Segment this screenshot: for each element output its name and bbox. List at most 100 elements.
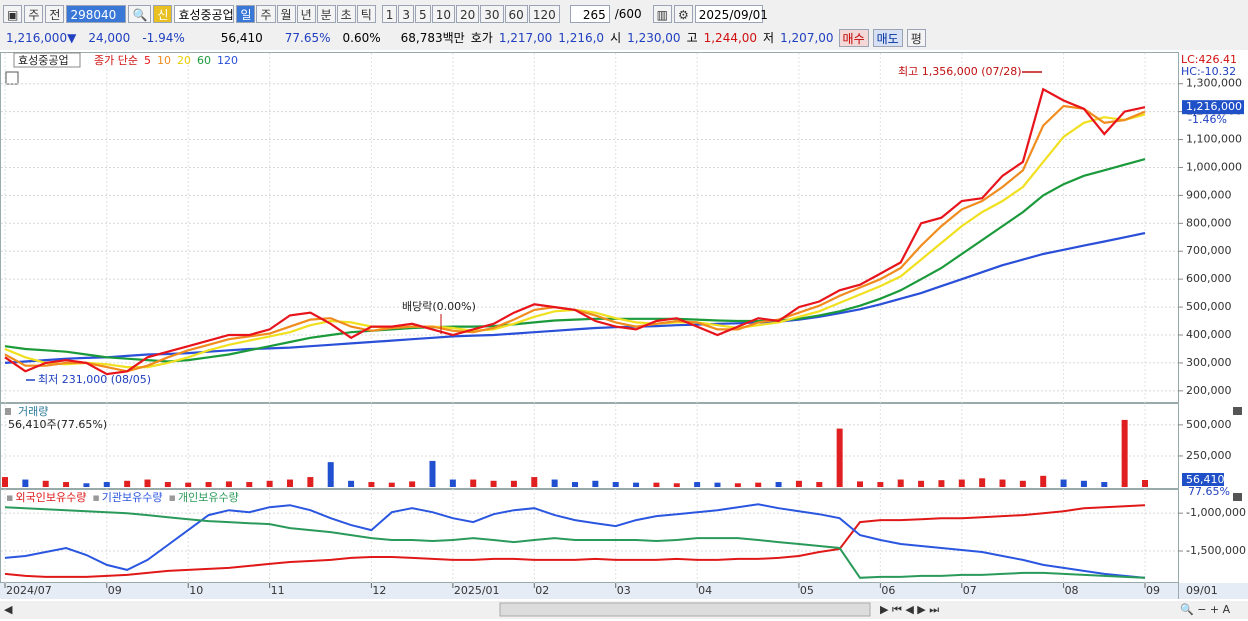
indicator: LC:426.41 bbox=[1181, 53, 1237, 66]
interval-button[interactable]: 1 bbox=[381, 5, 398, 23]
volume-bar bbox=[816, 482, 823, 487]
legend-entry: 5 bbox=[144, 54, 151, 67]
volume-bar bbox=[246, 482, 253, 487]
legend-entry: 외국인보유수량 bbox=[15, 491, 86, 504]
volume-bar bbox=[368, 482, 375, 487]
cursor-date: 09/01 bbox=[1186, 584, 1218, 597]
info-bar: 1,216,000▼ 24,000 -1.94% 56,410 77.65% 0… bbox=[0, 27, 926, 49]
buy-button[interactable]: 매수 bbox=[838, 29, 869, 47]
volume-bar bbox=[205, 482, 212, 487]
legend-box bbox=[13, 52, 81, 68]
volume-bar bbox=[2, 477, 8, 487]
legend-title: 종가 단순 bbox=[94, 54, 138, 67]
volume-bar bbox=[999, 479, 1006, 487]
interval-button[interactable]: 5 bbox=[415, 5, 431, 23]
volume-bar bbox=[225, 481, 232, 487]
interval-button[interactable]: 10 bbox=[431, 5, 455, 23]
count-max: /600 bbox=[614, 7, 642, 21]
turnover: 0.60% bbox=[342, 31, 381, 45]
volume-bar bbox=[266, 480, 273, 487]
y-tick-label: 500,000 bbox=[1186, 418, 1232, 431]
low: 1,207,00 bbox=[780, 31, 834, 45]
scroll-thumb[interactable] bbox=[499, 602, 871, 617]
x-tick-label: 02 bbox=[535, 584, 549, 597]
volume-bar bbox=[1142, 479, 1148, 487]
avg-button[interactable]: 평 bbox=[906, 29, 926, 47]
interval-button[interactable]: 20 bbox=[455, 5, 480, 23]
period-button[interactable]: 초 bbox=[336, 5, 356, 23]
annotation: 최고 1,356,000 (07/28) bbox=[898, 65, 1022, 78]
volume-bar bbox=[1060, 479, 1067, 487]
quote-label: 호가 bbox=[470, 31, 493, 45]
count-input[interactable]: 265 bbox=[569, 5, 610, 23]
volume-bar bbox=[795, 480, 802, 487]
period-button[interactable]: 틱 bbox=[356, 5, 376, 23]
volume-bar bbox=[653, 482, 660, 487]
chart-type-button[interactable]: ▥ bbox=[652, 5, 673, 23]
chart-background bbox=[0, 50, 1248, 621]
scroll-right[interactable]: ▶ ⏮ ◀ ▶ ⏭ bbox=[880, 603, 939, 616]
interval-button[interactable]: 60 bbox=[504, 5, 528, 23]
legend-marker: ▪ bbox=[6, 491, 13, 504]
low-label: 저 bbox=[763, 31, 775, 45]
period-button[interactable]: 일 bbox=[236, 5, 256, 23]
period-button[interactable]: 주 bbox=[256, 5, 276, 23]
volume-bar bbox=[470, 479, 477, 487]
last-volume-ratio: 77.65% bbox=[1188, 485, 1230, 498]
period-button[interactable]: 월 bbox=[276, 5, 296, 23]
volume-bar bbox=[348, 480, 355, 487]
volume-bar bbox=[592, 480, 599, 487]
prev-button[interactable]: 전 bbox=[45, 5, 65, 23]
y-tick-label: 200,000 bbox=[1186, 384, 1232, 397]
interval-button[interactable]: 3 bbox=[398, 5, 415, 23]
series-line bbox=[4, 232, 1146, 364]
y-tick-label: -1,000,000 bbox=[1186, 506, 1246, 519]
volume-bar bbox=[185, 482, 192, 487]
interval-button[interactable]: 30 bbox=[480, 5, 504, 23]
code-input[interactable]: 298040 bbox=[66, 5, 127, 23]
volume-bar bbox=[1040, 475, 1047, 487]
period-button[interactable]: 년 bbox=[296, 5, 316, 23]
volume-bar bbox=[1121, 419, 1128, 487]
volume-bar bbox=[714, 482, 721, 487]
sell-button[interactable]: 매도 bbox=[872, 29, 903, 47]
indicator: HC:-10.32 bbox=[1181, 65, 1236, 78]
volume: 56,410 bbox=[220, 31, 263, 45]
search-button[interactable]: 🔍 bbox=[128, 5, 152, 23]
volume-bar bbox=[490, 480, 497, 487]
x-tick-label: 03 bbox=[617, 584, 631, 597]
legend-marker: ▪ bbox=[92, 491, 99, 504]
volume-bar bbox=[938, 480, 945, 487]
scroll-left[interactable]: ◀ bbox=[4, 603, 13, 616]
period-button[interactable]: 분 bbox=[316, 5, 336, 23]
volume-bar bbox=[734, 483, 741, 487]
table-icon[interactable] bbox=[5, 71, 19, 85]
volume-bar bbox=[897, 479, 904, 487]
pane-close[interactable] bbox=[1233, 493, 1242, 501]
volume-bar bbox=[694, 482, 701, 487]
interval-button[interactable]: 120 bbox=[528, 5, 560, 23]
series-line bbox=[4, 158, 1146, 363]
volume-bar bbox=[633, 482, 640, 487]
market-select[interactable]: 주 bbox=[24, 5, 44, 23]
volume-bar bbox=[755, 482, 762, 487]
x-tick-label: 09 bbox=[108, 584, 122, 597]
settings-button[interactable]: ⚙ bbox=[674, 5, 693, 23]
x-tick-label: 07 bbox=[963, 584, 977, 597]
chart-title: 효성중공업 bbox=[18, 54, 69, 67]
menu-button[interactable]: ▣ bbox=[3, 5, 23, 23]
volume-bar bbox=[531, 477, 538, 487]
volume-bar bbox=[1101, 482, 1108, 487]
x-tick-label: 12 bbox=[372, 584, 386, 597]
volume-bar bbox=[287, 479, 293, 487]
interval-group: 1 3 5 10 20 30 60 120 bbox=[381, 5, 560, 23]
date-input[interactable]: 2025/09/01 bbox=[694, 5, 768, 23]
volume-bar bbox=[144, 479, 151, 487]
pane-close[interactable] bbox=[1233, 407, 1242, 415]
series-line bbox=[4, 503, 1146, 579]
x-tick-label: 04 bbox=[698, 584, 712, 597]
zoom-controls[interactable]: 🔍 − + A bbox=[1180, 602, 1231, 616]
